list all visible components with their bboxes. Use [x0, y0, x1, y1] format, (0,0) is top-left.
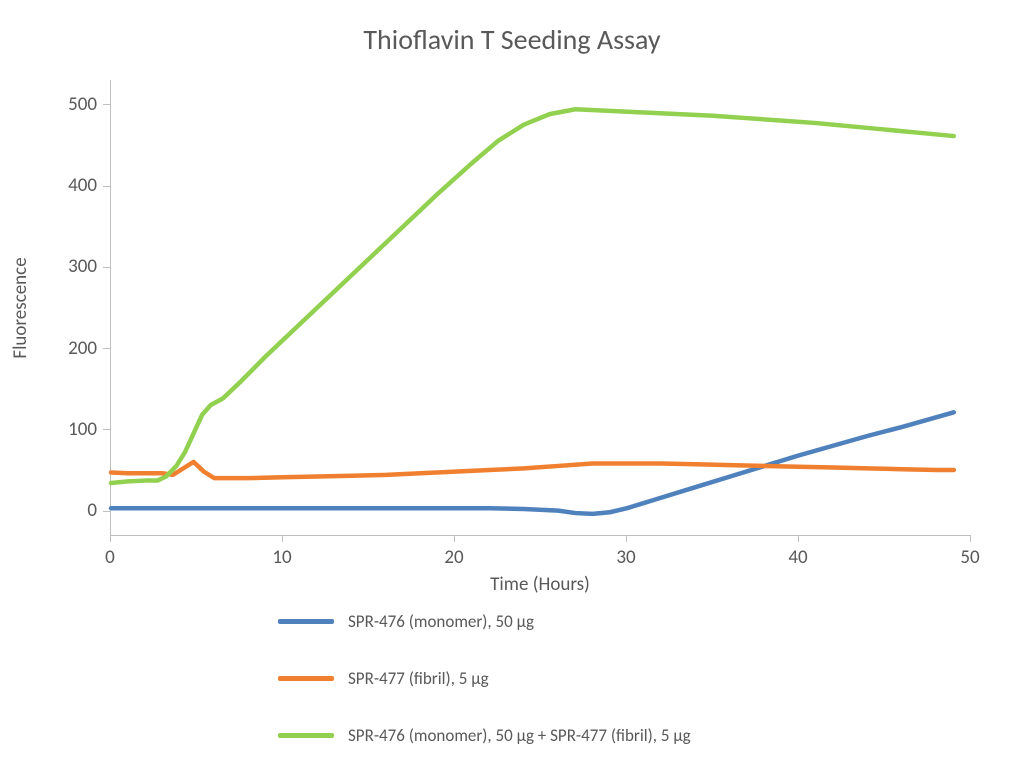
series-line-monomer [111, 412, 954, 514]
legend-swatch-fibril [278, 676, 334, 681]
legend-item-combo: SPR-476 (monomer), 50 µg + SPR-477 (fibr… [278, 724, 691, 747]
legend-label-combo: SPR-476 (monomer), 50 µg + SPR-477 (fibr… [348, 725, 691, 746]
series-line-fibril [111, 462, 954, 478]
y-tick-mark [103, 267, 110, 268]
legend-label-fibril: SPR-477 (fibril), 5 µg [348, 668, 489, 689]
x-tick-label: 20 [424, 546, 484, 569]
y-tick-label: 500 [37, 93, 97, 116]
y-tick-label: 400 [37, 174, 97, 197]
line-series-svg [111, 80, 971, 535]
plot-area [110, 80, 971, 536]
y-tick-label: 0 [37, 499, 97, 522]
legend-label-monomer: SPR-476 (monomer), 50 µg [348, 611, 534, 632]
y-tick-mark [103, 104, 110, 105]
x-tick-label: 30 [596, 546, 656, 569]
chart-title: Thioflavin T Seeding Assay [0, 22, 1024, 57]
x-tick-mark [626, 535, 627, 542]
y-tick-label: 100 [37, 418, 97, 441]
x-tick-mark [798, 535, 799, 542]
x-tick-mark [282, 535, 283, 542]
x-tick-mark [110, 535, 111, 542]
series-line-combo [111, 109, 954, 483]
y-tick-mark [103, 511, 110, 512]
legend-swatch-monomer [278, 619, 334, 624]
legend-item-fibril: SPR-477 (fibril), 5 µg [278, 667, 691, 690]
legend-swatch-combo [278, 733, 334, 738]
y-axis-label: Fluorescence [9, 257, 32, 358]
chart-container: Thioflavin T Seeding Assay Fluorescence … [0, 0, 1024, 759]
x-tick-label: 10 [252, 546, 312, 569]
legend-item-monomer: SPR-476 (monomer), 50 µg [278, 610, 691, 633]
x-tick-mark [454, 535, 455, 542]
x-tick-mark [970, 535, 971, 542]
y-tick-mark [103, 429, 110, 430]
y-tick-label: 200 [37, 337, 97, 360]
x-tick-label: 50 [940, 546, 1000, 569]
y-tick-mark [103, 348, 110, 349]
x-tick-label: 40 [768, 546, 828, 569]
y-tick-mark [103, 186, 110, 187]
x-tick-label: 0 [80, 546, 140, 569]
x-axis-label: Time (Hours) [110, 573, 970, 596]
legend: SPR-476 (monomer), 50 µg SPR-477 (fibril)… [278, 610, 691, 747]
y-tick-label: 300 [37, 255, 97, 278]
